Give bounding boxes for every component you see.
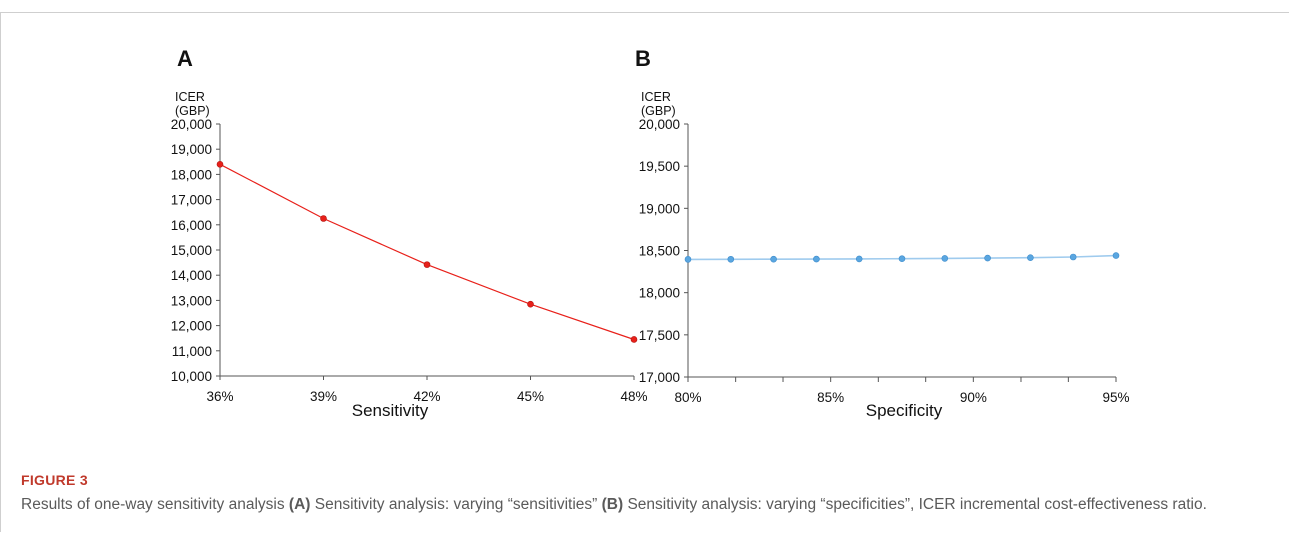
panel-a-data-point [423, 261, 431, 268]
panel-a-x-tick-label: 45% [517, 389, 544, 404]
panel-b-data-point [855, 255, 863, 263]
panel-a-xlabel: Sensitivity [352, 401, 429, 420]
panel-b-chart: B ICER (GBP) Specificity 17,000 17,500 18,… [635, 46, 1130, 420]
panel-b-x-tick-label: 95% [1102, 390, 1129, 405]
panel-a-series-line [219, 163, 635, 341]
panel-b-x-tick-label: 90% [960, 390, 987, 405]
panel-b-ylabel-line-2: (GBP) [641, 104, 676, 118]
panel-b-data-point [1112, 252, 1120, 259]
panel-b-y-tick-label: 18,500 [639, 244, 680, 259]
figure-charts: A ICER (GBP) Sensitivity 10,000 11,000 12,… [171, 46, 1130, 420]
panel-b-data-point [898, 255, 906, 262]
panel-b-letter: B [635, 46, 651, 71]
panel-b-x-tick-label: 85% [817, 390, 844, 405]
panel-a-y-tick-label: 14,000 [171, 268, 212, 283]
panel-a-y-tick-label: 12,000 [171, 319, 212, 334]
panel-b-data-point [1069, 253, 1077, 261]
panel-a-data-point [216, 161, 224, 168]
caption-b-tag: (B) [601, 496, 624, 513]
caption-text: Results of one-way sensitivity analysis … [21, 494, 1261, 515]
panel-a-y-tick-label: 13,000 [171, 293, 212, 308]
panel-b-data-point [727, 255, 735, 263]
panel-b-data-point [941, 255, 949, 262]
panel-b-y-tick-label: 19,000 [639, 201, 680, 216]
panel-b-data-point [684, 256, 692, 263]
panel-a-y-tick-label: 10,000 [171, 369, 212, 384]
panel-a-y-tick-label: 15,000 [171, 243, 212, 258]
panel-a-y-tick-label: 20,000 [171, 117, 212, 132]
panel-a-y-tick-label: 17,000 [171, 193, 212, 208]
panel-b-data-point [770, 255, 777, 263]
panel-b-ylabel-line-1: ICER [641, 90, 671, 104]
panel-b-data-point [813, 255, 820, 263]
panel-a-data-point [527, 300, 534, 308]
panel-a-letter: A [177, 46, 193, 71]
panel-a-x-tick-label: 36% [206, 389, 233, 404]
panel-b-data-point [1027, 254, 1034, 261]
figure-frame [0, 12, 1289, 532]
panel-b-data-point [984, 254, 991, 262]
panel-b-x-tick-label: 80% [674, 390, 701, 405]
panel-a-x-tick-label: 48% [620, 389, 647, 404]
panel-a-x-tick-label: 42% [413, 389, 440, 404]
figure-caption: FIGURE 3 Results of one-way sensitivity … [21, 472, 1261, 515]
caption-b-text: Sensitivity analysis: varying “specifici… [623, 496, 1207, 513]
caption-intro: Results of one-way sensitivity analysis [21, 496, 289, 513]
panel-a-chart: A ICER (GBP) Sensitivity 10,000 11,000 12,… [171, 46, 648, 420]
panel-a-data-point [630, 336, 638, 343]
panel-a-data-point [320, 215, 327, 222]
panel-b-y-tick-label: 17,000 [639, 370, 680, 385]
panel-b-y-tick-label: 20,000 [639, 117, 680, 132]
panel-a-x-tick-label: 39% [310, 389, 337, 404]
panel-a-y-tick-label: 11,000 [172, 344, 212, 359]
panel-a-ylabel-line-1: ICER [175, 90, 205, 104]
panel-a-ylabel-line-2: (GBP) [175, 104, 210, 118]
figure-label: FIGURE 3 [21, 472, 88, 488]
panel-a-y-tick-label: 19,000 [171, 142, 212, 157]
panel-b-y-tick-label: 18,000 [639, 286, 680, 301]
panel-b-xlabel: Specificity [866, 401, 943, 420]
panel-b-y-tick-label: 19,500 [639, 159, 680, 174]
caption-a-tag: (A) [288, 496, 311, 513]
panel-b-y-tick-label: 17,500 [639, 328, 680, 343]
panel-a-y-tick-label: 16,000 [171, 218, 212, 233]
panel-a-y-tick-label: 18,000 [171, 167, 212, 182]
caption-a-text: Sensitivity analysis: varying “sensitivi… [310, 496, 602, 513]
